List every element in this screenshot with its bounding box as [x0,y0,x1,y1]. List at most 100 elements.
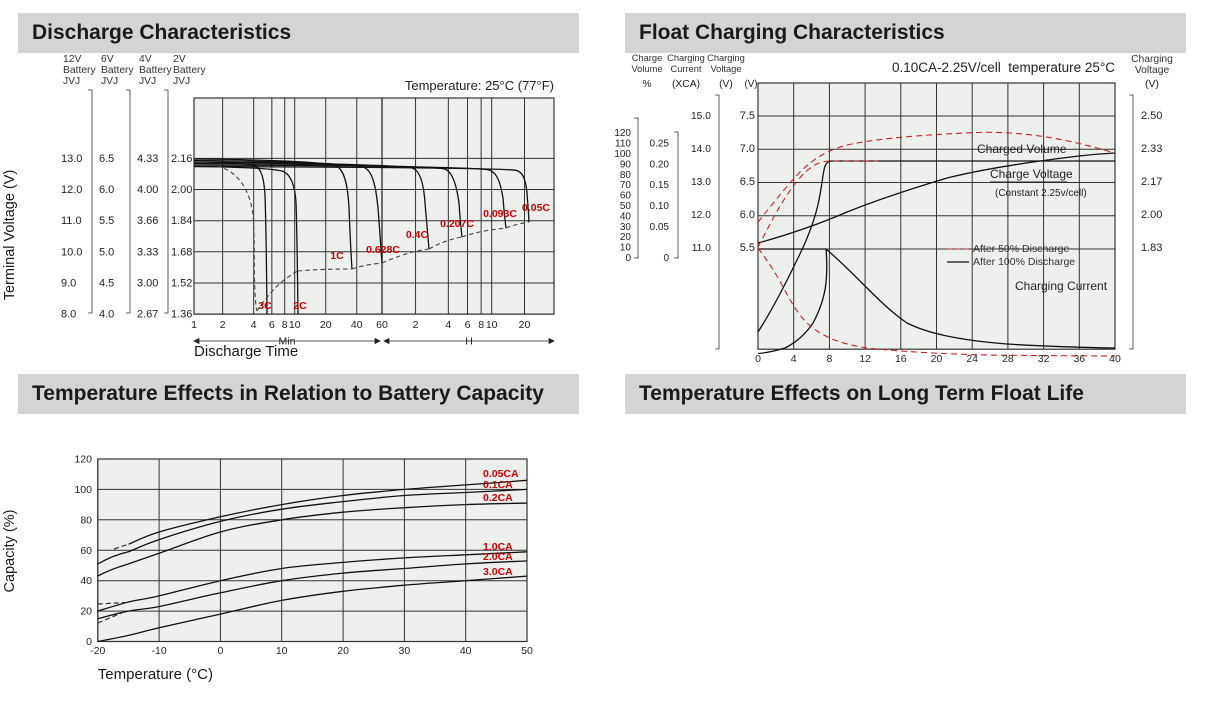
svg-text:0: 0 [86,636,92,648]
svg-text:0.628C: 0.628C [366,244,400,256]
svg-text:7.5: 7.5 [740,110,755,122]
svg-text:JVJ: JVJ [173,76,190,87]
svg-text:Capacity (%): Capacity (%) [2,510,18,593]
svg-text:40: 40 [460,645,472,657]
svg-text:Terminal Voltage (V): Terminal Voltage (V) [2,170,18,301]
svg-text:Current: Current [670,64,701,74]
svg-text:4: 4 [445,319,451,331]
svg-text:4.33: 4.33 [137,153,158,165]
svg-text:Charge: Charge [632,53,663,63]
svg-text:4.5: 4.5 [99,278,114,290]
svg-text:13.0: 13.0 [691,177,711,188]
svg-text:3.66: 3.66 [137,215,158,227]
svg-text:-10: -10 [152,645,167,657]
svg-text:14.0: 14.0 [691,144,711,155]
svg-text:11.0: 11.0 [692,243,712,254]
svg-text:After 50% Discharge: After 50% Discharge [973,243,1069,255]
svg-text:13.0: 13.0 [61,153,82,165]
svg-text:4.0: 4.0 [99,309,114,321]
svg-text:0: 0 [625,253,631,264]
svg-text:6: 6 [269,319,275,331]
svg-text:(XCA): (XCA) [672,79,700,90]
svg-text:Discharge Time: Discharge Time [194,343,298,360]
svg-text:Temperature (°C): Temperature (°C) [98,666,213,683]
svg-text:50: 50 [620,201,632,212]
svg-text:60: 60 [620,191,632,202]
svg-text:2C: 2C [293,300,307,312]
svg-text:20: 20 [620,232,632,243]
svg-text:6V: 6V [101,54,114,65]
svg-text:20: 20 [337,645,349,657]
svg-text:2.67: 2.67 [137,309,158,321]
svg-text:0.093C: 0.093C [483,208,517,220]
svg-text:90: 90 [620,159,632,170]
svg-text:-20: -20 [90,645,105,657]
svg-text:12.0: 12.0 [691,210,711,221]
svg-text:0.05: 0.05 [650,222,670,233]
svg-text:Battery: Battery [173,65,206,76]
svg-text:Voltage: Voltage [710,64,741,74]
svg-text:10: 10 [289,319,301,331]
svg-text:20: 20 [80,606,92,618]
svg-text:9.0: 9.0 [61,278,76,290]
svg-text:Charged Volume: Charged Volume [977,142,1067,156]
svg-text:0.10CA-2.25V/cell temperature: 0.10CA-2.25V/cell temperature 25°C [892,60,1115,75]
svg-text:Battery: Battery [139,65,172,76]
svg-text:60: 60 [80,545,92,557]
svg-text:JVJ: JVJ [139,76,156,87]
svg-text:6.0: 6.0 [99,184,114,196]
svg-text:%: % [642,79,651,90]
svg-text:Volume: Volume [631,64,662,74]
svg-text:1.52: 1.52 [171,278,192,290]
svg-text:0.15: 0.15 [650,180,670,191]
svg-text:2.0CA: 2.0CA [483,551,513,563]
svg-text:1.68: 1.68 [171,246,192,258]
svg-text:2: 2 [413,319,419,331]
svg-text:(Constant 2.25v/cell): (Constant 2.25v/cell) [995,188,1087,199]
svg-text:4V: 4V [139,54,152,65]
svg-text:2.50: 2.50 [1141,110,1162,122]
svg-text:(V): (V) [744,79,757,90]
svg-text:5.0: 5.0 [99,246,114,258]
svg-text:2.00: 2.00 [1141,209,1162,221]
svg-text:1: 1 [191,319,197,331]
svg-text:11.0: 11.0 [61,215,82,227]
svg-text:Charging: Charging [1131,54,1173,65]
svg-text:120: 120 [74,454,92,466]
svg-text:Charging Current: Charging Current [1015,279,1108,293]
svg-text:40: 40 [80,575,92,587]
svg-text:30: 30 [620,222,632,233]
svg-text:40: 40 [620,211,632,222]
svg-text:0.2CA: 0.2CA [483,492,513,504]
svg-text:2.17: 2.17 [1141,176,1162,188]
svg-text:0: 0 [217,645,223,657]
svg-text:Charging: Charging [667,53,705,63]
svg-text:2V: 2V [173,54,186,65]
svg-text:2.33: 2.33 [1141,143,1162,155]
svg-text:1.84: 1.84 [171,215,192,227]
svg-text:12.0: 12.0 [61,184,82,196]
svg-text:JVJ: JVJ [63,76,80,87]
svg-text:20: 20 [519,319,531,331]
svg-text:Charge Voltage: Charge Voltage [990,167,1073,181]
svg-text:H: H [465,336,473,348]
svg-text:4: 4 [251,319,257,331]
svg-text:50: 50 [521,645,533,657]
svg-text:10: 10 [486,319,498,331]
svg-text:1C: 1C [330,250,344,262]
svg-text:2.00: 2.00 [171,184,192,196]
svg-text:0.10: 0.10 [650,201,670,212]
svg-text:After 100% Discharge: After 100% Discharge [973,256,1075,268]
svg-text:3C: 3C [258,300,272,312]
svg-text:5.5: 5.5 [99,215,114,227]
svg-text:10: 10 [276,645,288,657]
svg-text:1.83: 1.83 [1141,242,1162,254]
svg-text:Charging: Charging [707,53,745,63]
svg-text:110: 110 [615,139,631,150]
svg-text:12V: 12V [63,54,81,65]
svg-text:0.4C: 0.4C [406,229,429,241]
svg-text:8.0: 8.0 [61,309,76,321]
svg-text:80: 80 [620,170,632,181]
svg-text:100: 100 [74,484,92,496]
svg-text:(V): (V) [1145,78,1159,90]
